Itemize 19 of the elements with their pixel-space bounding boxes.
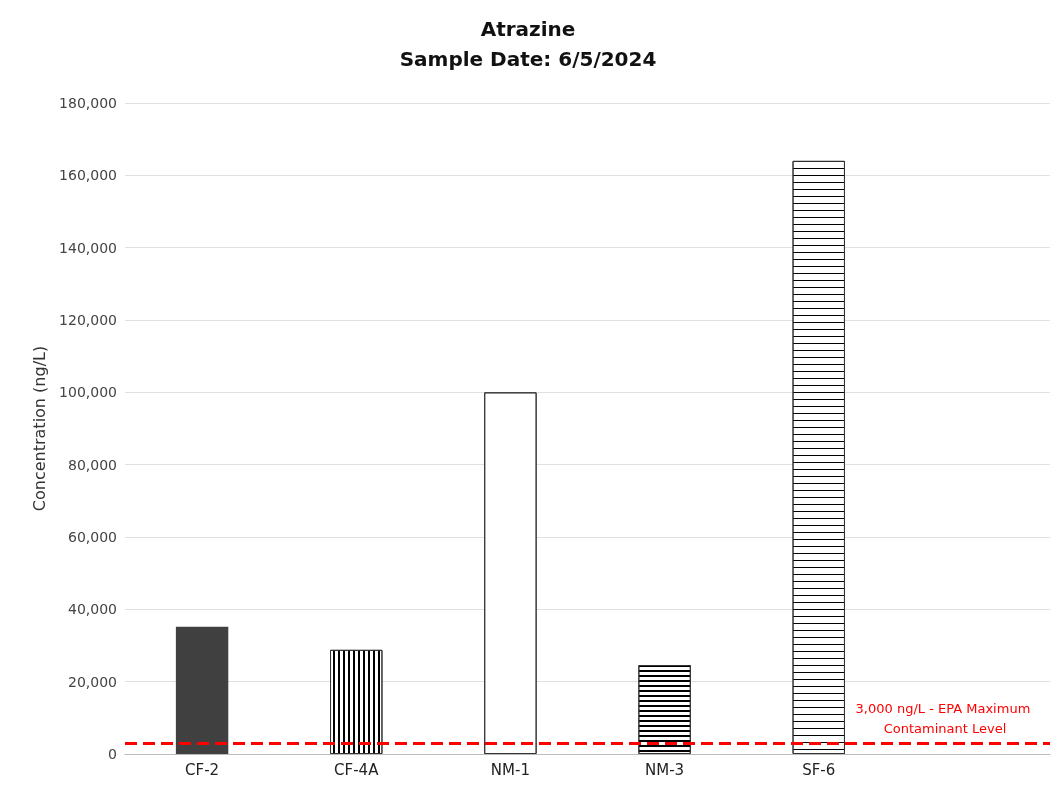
y-tick-label: 40,000 — [68, 601, 117, 618]
x-tick-label: CF-2 — [185, 760, 220, 779]
y-tick-label: 120,000 — [59, 312, 117, 328]
x-tick-label: NM-3 — [645, 760, 685, 779]
y-tick-label: 0 — [108, 746, 117, 762]
ref-line-label: 3,000 ng/L - EPA Maximum Contaminant Level — [855, 700, 1035, 736]
y-tick-label: 180,000 — [59, 95, 117, 111]
y-axis-title: Concentration (ng/L) — [29, 345, 49, 512]
y-tick-label: 100,000 — [59, 384, 117, 401]
chart-subtitle: Sample Date: 6/5/2024 — [399, 47, 657, 71]
x-tick-label: NM-1 — [490, 760, 530, 779]
y-tick-label: 140,000 — [59, 239, 117, 256]
x-tick-label: SF-6 — [802, 760, 836, 779]
x-tick-label: CF-4A — [334, 760, 380, 779]
y-tick-label: 160,000 — [59, 167, 117, 184]
y-tick-label: 60,000 — [68, 529, 117, 545]
chart-title: Atrazine — [480, 17, 576, 41]
y-tick-label: 80,000 — [68, 456, 117, 473]
y-tick-label: 20,000 — [68, 673, 117, 690]
